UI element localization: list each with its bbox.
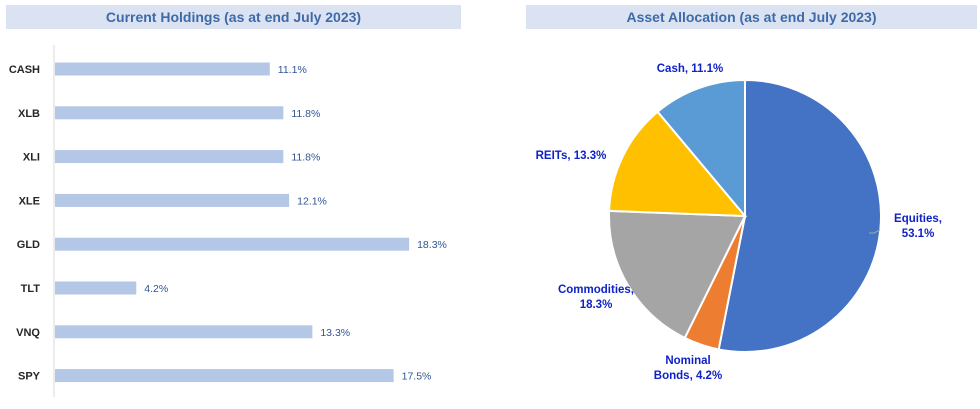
pie-slice bbox=[717, 78, 882, 353]
category-label: XLB bbox=[18, 108, 40, 120]
leader-line bbox=[869, 229, 881, 234]
holding-bar bbox=[55, 325, 313, 339]
slice-data-label: Nominal Bonds, 4.2% bbox=[654, 355, 722, 382]
bar-value-label: 11.8% bbox=[291, 108, 320, 120]
pie-slice bbox=[608, 209, 747, 340]
bar-value-label: 17.5% bbox=[402, 371, 432, 383]
pie-slice bbox=[608, 110, 748, 218]
category-label: VNQ bbox=[16, 327, 40, 339]
holding-bar bbox=[55, 150, 284, 164]
bar-value-label: 11.1% bbox=[278, 64, 307, 76]
slice-data-label: Commodities, 18.3% bbox=[558, 284, 634, 311]
category-label: XLI bbox=[23, 152, 40, 164]
holding-bar bbox=[55, 106, 284, 120]
bar-value-label: 11.8% bbox=[291, 152, 320, 164]
holdings-bar-chart: CASH 11.1% XLB 11.8% XLI 11.8% XLE 12.1% GLD 18.3… bbox=[9, 45, 447, 397]
category-label: CASH bbox=[9, 64, 40, 76]
slice-data-label: Equities, 53.1% bbox=[894, 213, 942, 240]
bar-value-label: 13.3% bbox=[320, 327, 350, 339]
allocation-chart-title: Asset Allocation (as at end July 2023) bbox=[526, 5, 977, 29]
holdings-chart-title: Current Holdings (as at end July 2023) bbox=[6, 5, 461, 29]
category-label: GLD bbox=[17, 239, 40, 251]
holding-bar bbox=[55, 193, 290, 207]
holding-bar bbox=[55, 369, 394, 383]
bar-value-label: 4.2% bbox=[144, 283, 168, 295]
holding-bar bbox=[55, 237, 410, 251]
bar-value-label: 18.3% bbox=[417, 239, 447, 251]
category-label: TLT bbox=[21, 283, 41, 295]
slice-data-label: Cash, 11.1% bbox=[657, 63, 723, 75]
slice-data-label: REITs, 13.3% bbox=[536, 150, 607, 162]
category-label: XLE bbox=[19, 195, 40, 207]
category-label: SPY bbox=[18, 371, 41, 383]
bar-value-label: 12.1% bbox=[297, 195, 327, 207]
holding-bar bbox=[55, 281, 137, 295]
pie-slice bbox=[656, 78, 746, 219]
holding-bar bbox=[55, 62, 270, 76]
